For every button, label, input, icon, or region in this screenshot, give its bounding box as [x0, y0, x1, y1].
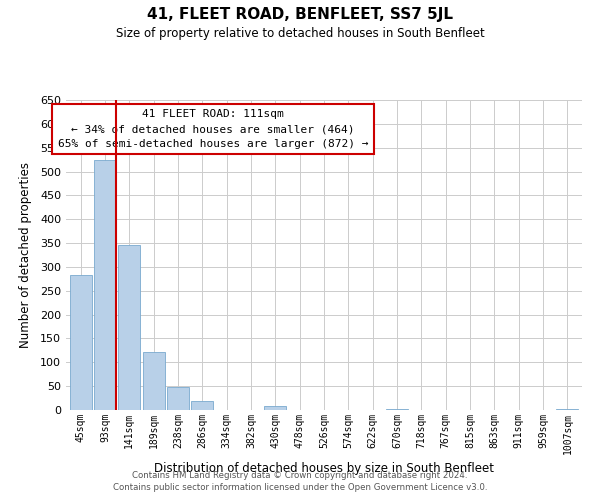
Bar: [386, 409, 408, 410]
Y-axis label: Number of detached properties: Number of detached properties: [19, 162, 32, 348]
Bar: [143, 352, 164, 410]
Text: 41 FLEET ROAD: 111sqm
← 34% of detached houses are smaller (464)
65% of semi-det: 41 FLEET ROAD: 111sqm ← 34% of detached …: [58, 110, 368, 149]
Bar: [94, 160, 116, 410]
X-axis label: Distribution of detached houses by size in South Benfleet: Distribution of detached houses by size …: [154, 462, 494, 475]
Text: Size of property relative to detached houses in South Benfleet: Size of property relative to detached ho…: [116, 28, 484, 40]
Bar: [265, 406, 286, 410]
Bar: [556, 409, 578, 410]
Bar: [191, 401, 213, 410]
Bar: [118, 244, 140, 410]
Bar: [167, 387, 189, 410]
Text: Contains HM Land Registry data © Crown copyright and database right 2024.
Contai: Contains HM Land Registry data © Crown c…: [113, 471, 487, 492]
Text: 41, FLEET ROAD, BENFLEET, SS7 5JL: 41, FLEET ROAD, BENFLEET, SS7 5JL: [147, 8, 453, 22]
Bar: [70, 275, 92, 410]
